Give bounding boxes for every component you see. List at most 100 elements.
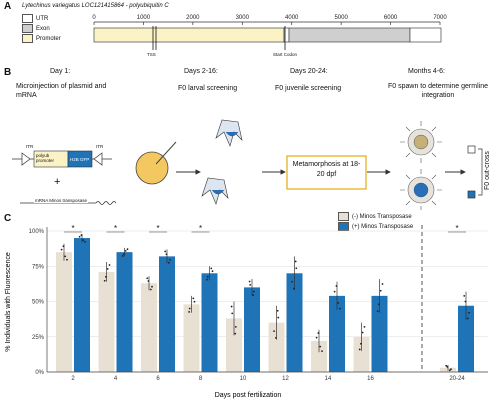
replicate-dot: [450, 368, 452, 371]
replicate-dot: [106, 268, 109, 270]
bar-plus-2: [74, 238, 90, 372]
replicate-dot: [230, 305, 233, 308]
replicate-dot: [124, 249, 127, 252]
legend-minus: (-) Minos Transposase: [338, 212, 412, 221]
replicate-dot: [376, 310, 379, 312]
replicate-dot: [165, 253, 168, 256]
bar-plus-10: [244, 287, 260, 372]
replicate-dot: [317, 332, 320, 334]
bar-minus-6: [141, 283, 157, 372]
replicate-dot: [335, 285, 338, 287]
outcross-female-square: [467, 190, 476, 199]
legend-exon: Exon: [22, 24, 50, 33]
replicate-dot: [147, 280, 150, 282]
bar-minus-2: [56, 252, 72, 372]
replicate-dot: [193, 300, 196, 303]
replicate-dot: [337, 302, 340, 304]
x-tick-label-14: 14: [325, 376, 332, 382]
mrna-label: mRNA Minos transposase: [34, 198, 89, 203]
replicate-dot: [463, 294, 466, 297]
replicate-dot: [294, 260, 297, 263]
replicate-dot: [206, 278, 209, 281]
significance-star: *: [455, 224, 458, 233]
gene-diagram: 0 1000 2000 3000 4000 5000 6000 7000: [92, 15, 447, 50]
plasmid-gfp-label: H2B GFP: [70, 157, 90, 162]
replicate-dot: [121, 255, 124, 257]
significance-star: *: [156, 224, 159, 233]
x-tick-label-6: 6: [156, 376, 160, 382]
replicate-dot: [379, 289, 382, 292]
replicate-dot: [295, 267, 298, 270]
bar-plus-16: [371, 295, 388, 372]
replicate-dot: [211, 270, 214, 273]
replicate-dot: [277, 316, 280, 319]
x-tick-label-8: 8: [199, 376, 203, 382]
replicate-dot: [192, 297, 195, 300]
replicate-dot: [149, 288, 152, 291]
step-2-desc: F0 larval screening: [178, 85, 238, 92]
replicate-dot: [103, 279, 106, 282]
replicate-dot: [381, 283, 384, 285]
legend-utr-label: UTR: [36, 16, 49, 23]
replicate-dot: [446, 366, 449, 368]
bar-minus-16: [353, 336, 370, 372]
replicate-dot: [291, 280, 293, 283]
legend-promoter-label: Promoter: [36, 36, 61, 43]
utr-3prime-segment: [409, 27, 442, 43]
y-tick-label: 0%: [35, 370, 44, 376]
panel-a-label: A: [4, 1, 12, 12]
legend-exon-swatch: [22, 24, 33, 33]
replicate-dot: [80, 234, 83, 236]
gene-tick-label-6000: 6000: [384, 15, 398, 21]
significance-star: *: [199, 224, 202, 233]
step-4-time: Months 4-6:: [408, 68, 445, 75]
replicate-dot: [468, 311, 470, 314]
poly-a-tail: [95, 201, 117, 205]
replicate-dot: [276, 309, 279, 312]
legend-promoter-swatch: [22, 34, 33, 43]
gene-tick-label-5000: 5000: [334, 15, 348, 21]
replicate-dot: [361, 331, 364, 334]
tss-label: TSS: [147, 52, 156, 57]
replicate-dot: [234, 332, 237, 335]
legend-plus-label: (+) Minos Transposase: [352, 224, 414, 231]
replicate-dot: [82, 239, 85, 242]
replicate-dot: [78, 235, 81, 238]
replicate-dot: [105, 275, 107, 278]
gene-tick-label-7000: 7000: [433, 15, 447, 21]
gene-title: Lytechinus variegatus LOC121415864 - pol…: [22, 3, 169, 9]
bar-minus-10: [226, 318, 242, 372]
gene-tick-label-1000: 1000: [137, 15, 151, 21]
panel-c-label: C: [4, 213, 12, 224]
replicate-dot: [167, 261, 170, 264]
start-codon-label: Start Codon: [273, 52, 298, 57]
x-tick-label-20-24: 20-24: [449, 376, 465, 382]
itr-right-arrow: [93, 152, 103, 166]
legend-minus-swatch: [338, 212, 349, 221]
replicate-dot: [275, 336, 277, 339]
step-1-time: Day 1:: [50, 68, 71, 75]
bar-minus-4: [98, 271, 115, 372]
significance-star: *: [114, 224, 117, 233]
legend-utr: UTR: [22, 14, 48, 23]
gene-ticks: 0 1000 2000 3000 4000 5000 6000 7000: [92, 15, 447, 25]
y-tick-label: 50%: [32, 300, 45, 306]
replicate-dot: [206, 275, 209, 278]
metamorphosis-box: [286, 155, 367, 190]
y-tick-label: 100%: [29, 229, 45, 235]
pluteus-larva-icon: [215, 119, 243, 147]
outcross-bracket: [478, 148, 483, 196]
plus-sign: +: [54, 176, 61, 188]
replicate-dot: [315, 336, 318, 339]
step-3-desc: F0 juvenile screening: [275, 85, 342, 92]
replicate-dot: [164, 250, 167, 253]
bar-minus-14: [311, 340, 327, 372]
replicate-dot: [231, 312, 234, 315]
plasmid-promoter-label: polyub promoter: [36, 153, 55, 163]
replicate-dot: [378, 303, 380, 306]
bar-minus-8: [183, 304, 200, 372]
x-tick-label-12: 12: [282, 376, 289, 382]
replicate-dot: [358, 348, 361, 351]
x-tick-label-4: 4: [114, 376, 118, 382]
itr-left-arrow: [21, 152, 31, 166]
